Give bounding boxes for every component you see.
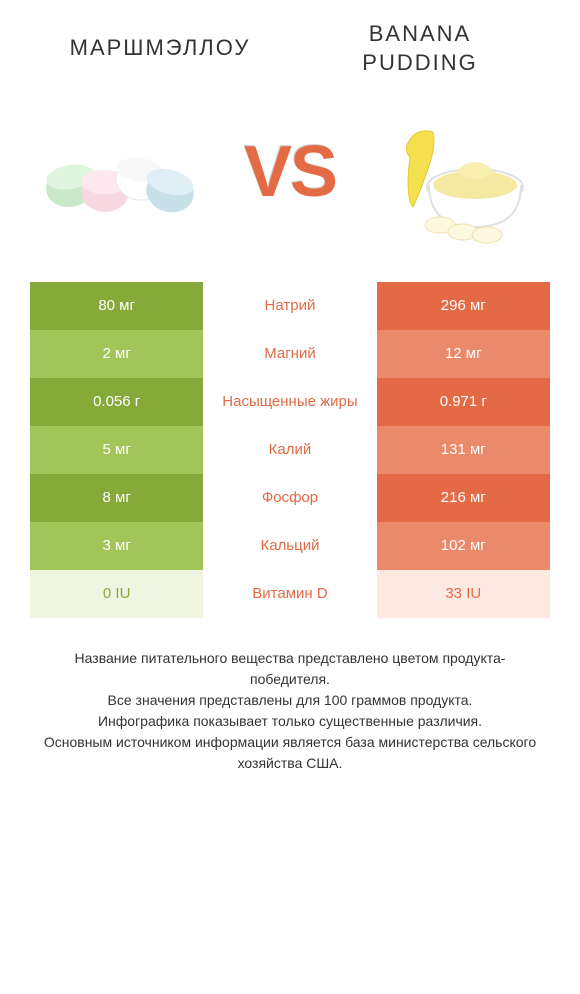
footer-line-2: Все значения представлены для 100 граммо…	[40, 690, 540, 711]
nutrient-name: Фосфор	[203, 474, 376, 522]
footer-notes: Название питательного вещества представл…	[30, 648, 550, 774]
marshmallow-icon	[40, 122, 200, 222]
right-title-line2: PUDDING	[290, 49, 550, 78]
header: МАРШМЭЛЛОУ BANANA PUDDING	[30, 20, 550, 77]
pudding-image	[380, 92, 540, 252]
nutrient-name: Магний	[203, 330, 376, 378]
right-value: 33 IU	[377, 570, 550, 618]
vs-label: VS	[244, 131, 336, 213]
table-row: 0 IUВитамин D33 IU	[30, 570, 550, 618]
left-value: 2 мг	[30, 330, 203, 378]
right-value: 0.971 г	[377, 378, 550, 426]
table-row: 0.056 гНасыщенные жиры0.971 г	[30, 378, 550, 426]
left-value: 0.056 г	[30, 378, 203, 426]
table-row: 5 мгКалий131 мг	[30, 426, 550, 474]
table-row: 80 мгНатрий296 мг	[30, 282, 550, 330]
right-value: 296 мг	[377, 282, 550, 330]
nutrition-table: 80 мгНатрий296 мг2 мгМагний12 мг0.056 гН…	[30, 282, 550, 618]
nutrient-name: Кальций	[203, 522, 376, 570]
table-row: 3 мгКальций102 мг	[30, 522, 550, 570]
nutrient-name: Витамин D	[203, 570, 376, 618]
right-value: 12 мг	[377, 330, 550, 378]
nutrient-name: Калий	[203, 426, 376, 474]
left-value: 0 IU	[30, 570, 203, 618]
table-row: 2 мгМагний12 мг	[30, 330, 550, 378]
footer-line-4: Основным источником информации является …	[40, 732, 540, 774]
table-row: 8 мгФосфор216 мг	[30, 474, 550, 522]
pudding-icon	[385, 97, 535, 247]
right-value: 131 мг	[377, 426, 550, 474]
marshmallow-image	[40, 92, 200, 252]
left-product-title: МАРШМЭЛЛОУ	[30, 20, 290, 61]
right-value: 102 мг	[377, 522, 550, 570]
right-value: 216 мг	[377, 474, 550, 522]
left-value: 8 мг	[30, 474, 203, 522]
images-row: VS	[30, 92, 550, 252]
left-value: 80 мг	[30, 282, 203, 330]
nutrient-name: Натрий	[203, 282, 376, 330]
right-title-line1: BANANA	[290, 20, 550, 49]
right-product-title: BANANA PUDDING	[290, 20, 550, 77]
footer-line-1: Название питательного вещества представл…	[40, 648, 540, 690]
footer-line-3: Инфографика показывает только существенн…	[40, 711, 540, 732]
left-value: 5 мг	[30, 426, 203, 474]
nutrient-name: Насыщенные жиры	[203, 378, 376, 426]
left-value: 3 мг	[30, 522, 203, 570]
